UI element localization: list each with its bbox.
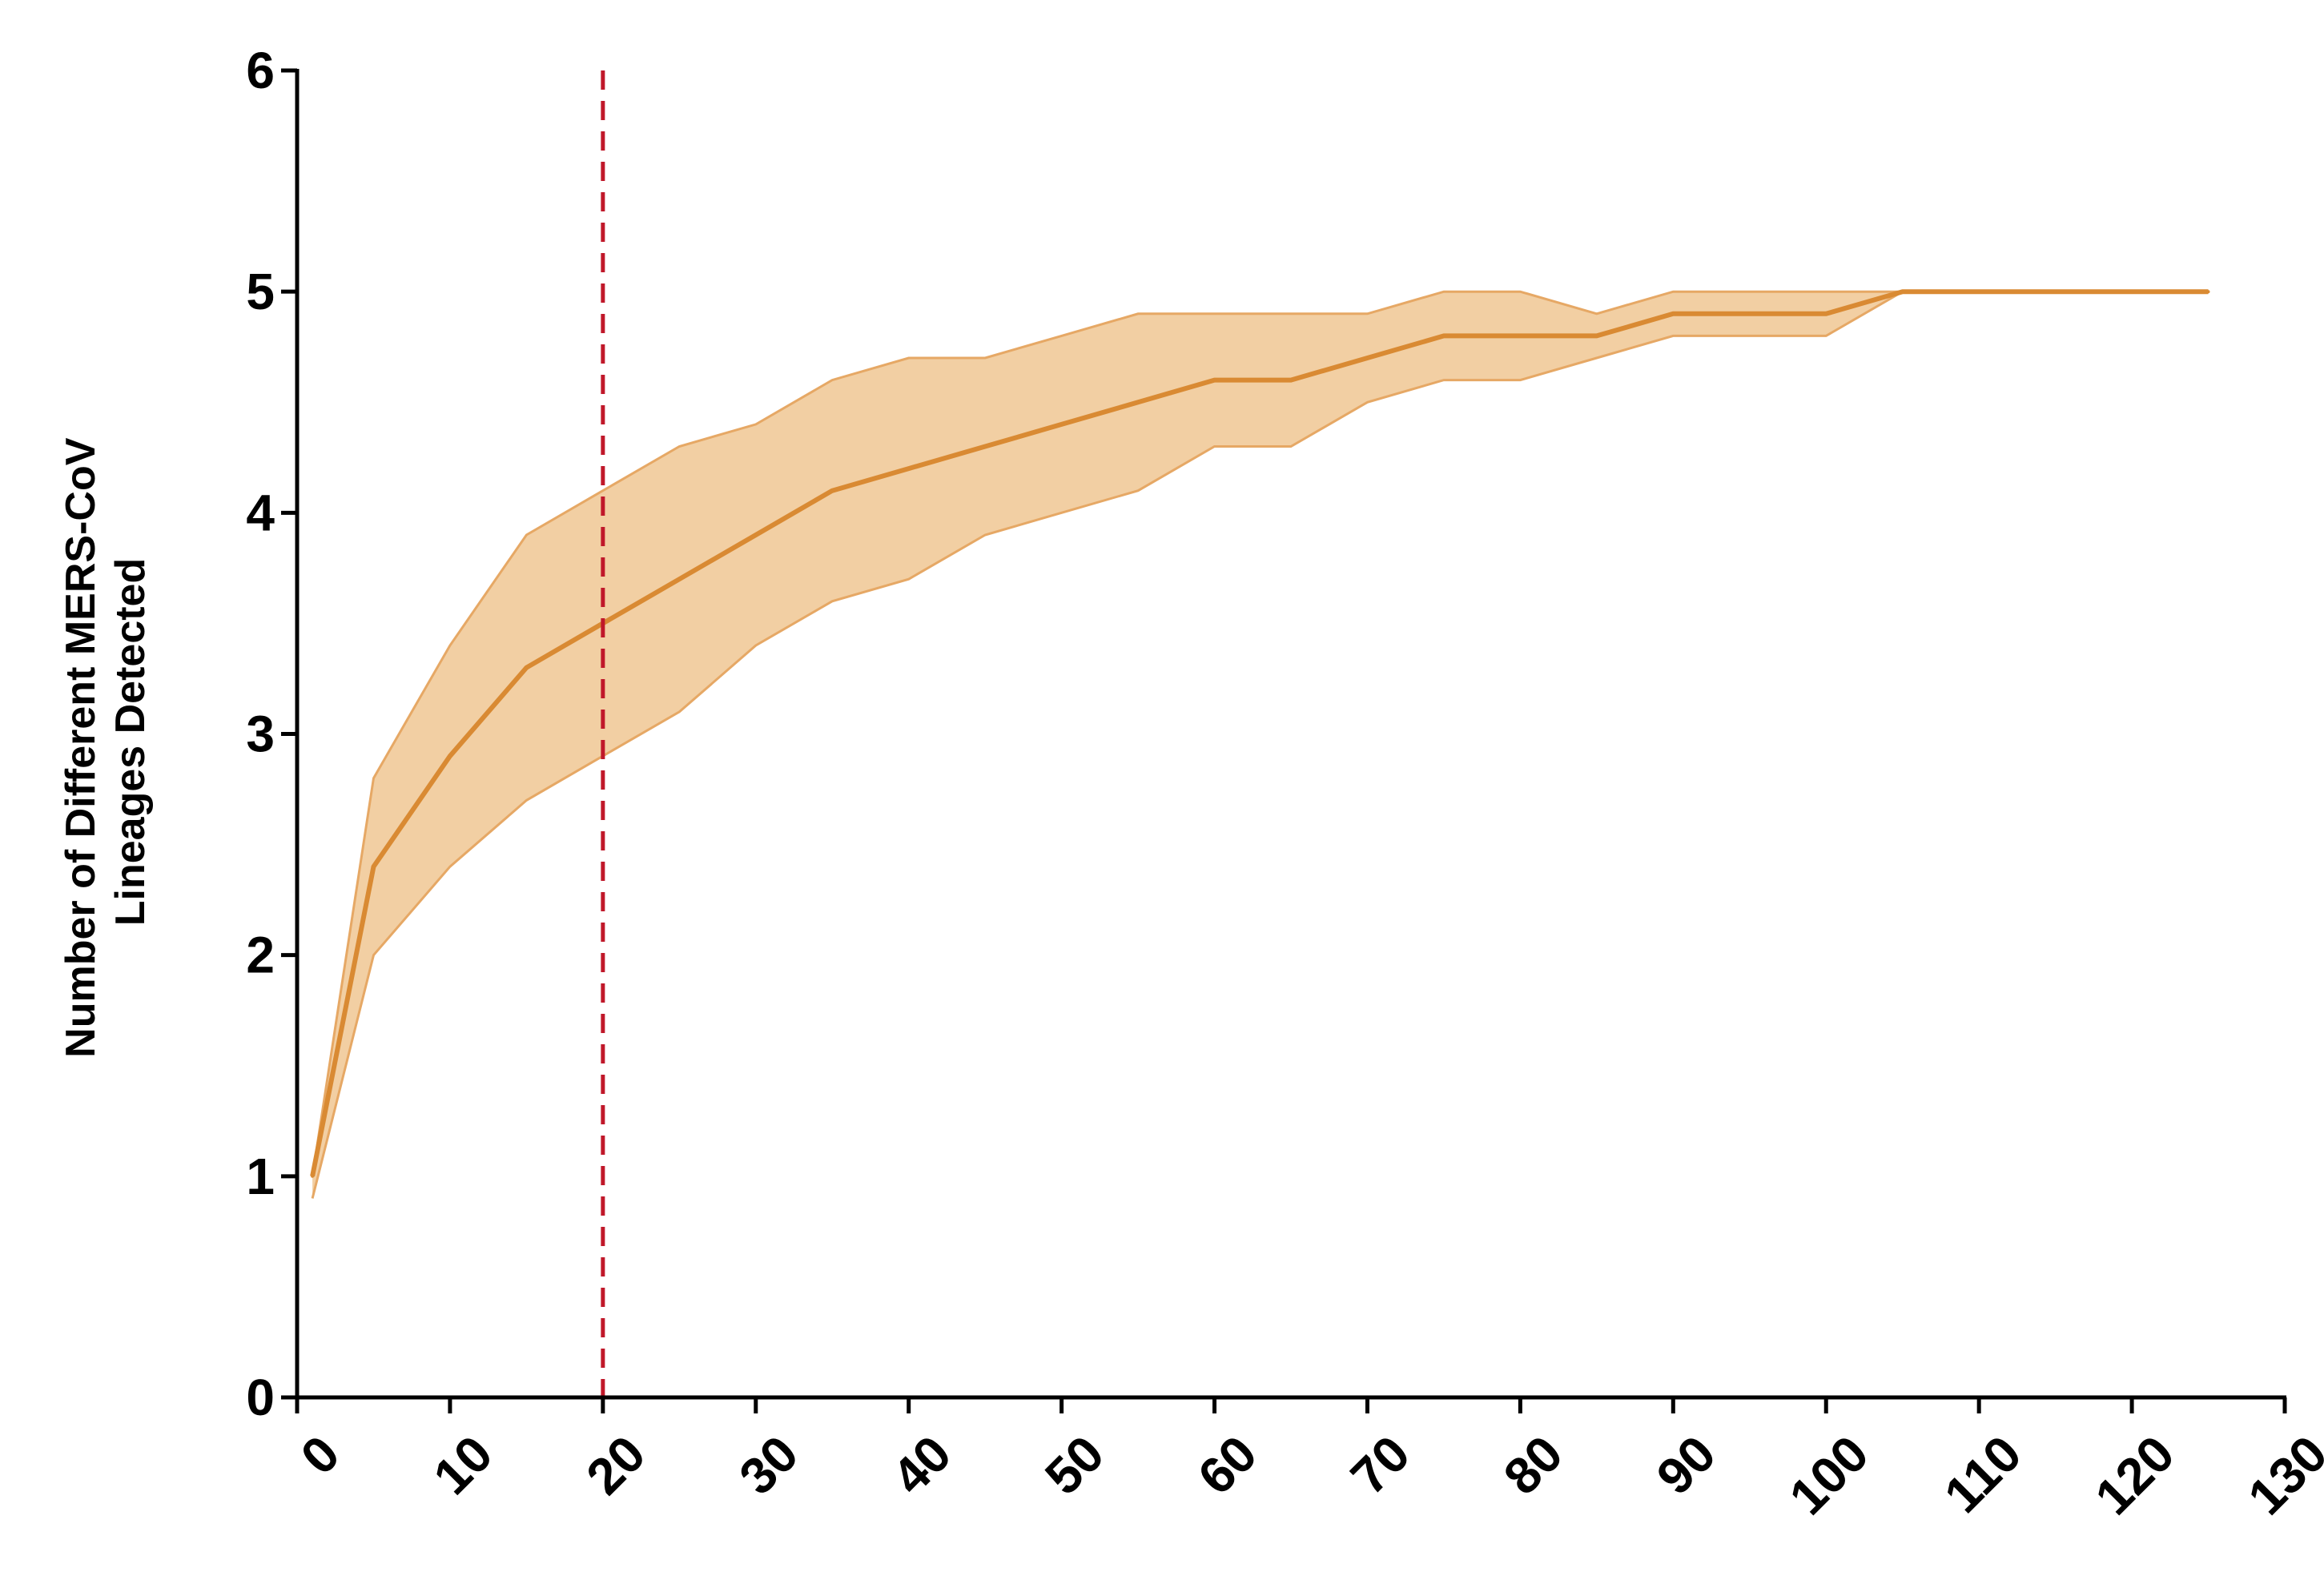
- x-tick-label: 50: [1034, 1425, 1115, 1506]
- data-point: [1212, 378, 1216, 382]
- x-tick-label: 110: [1933, 1425, 2032, 1524]
- x-tick-label: 40: [881, 1425, 962, 1506]
- data-point: [1747, 312, 1751, 316]
- data-point: [907, 467, 911, 471]
- data-point: [1977, 290, 1981, 294]
- data-point: [1824, 312, 1828, 316]
- data-point: [1594, 334, 1598, 338]
- x-tick-label: 80: [1493, 1425, 1574, 1506]
- y-tick-label: 6: [246, 42, 275, 99]
- data-point: [1441, 334, 1445, 338]
- x-tick-label: 130: [2237, 1425, 2324, 1526]
- data-point: [1900, 290, 1904, 294]
- data-point: [2053, 290, 2057, 294]
- x-tick-label: 30: [728, 1425, 809, 1506]
- upper-bound-line: [311, 290, 2209, 1177]
- data-point: [1518, 334, 1522, 338]
- data-point: [983, 444, 987, 448]
- data-point: [1059, 422, 1063, 426]
- data-point: [372, 865, 376, 869]
- y-tick-label: 0: [246, 1369, 275, 1426]
- data-point: [754, 533, 758, 537]
- x-tick-label: 70: [1340, 1425, 1421, 1506]
- data-point: [311, 1174, 315, 1178]
- y-tick-label: 2: [246, 927, 275, 984]
- data-point: [677, 577, 682, 581]
- y-axis-title-line-2: Lineages Detected: [107, 558, 154, 927]
- x-tick-label: 20: [575, 1425, 656, 1506]
- data-point: [830, 488, 834, 492]
- data-point: [2206, 290, 2210, 294]
- plot-area: [310, 70, 2210, 1397]
- data-point: [2130, 290, 2134, 294]
- data-point: [525, 665, 529, 669]
- x-tick-label: 0: [290, 1425, 351, 1486]
- x-tick-label: 120: [2084, 1425, 2185, 1526]
- lower-bound-line: [311, 290, 2209, 1199]
- y-tick-label: 4: [246, 484, 275, 541]
- confidence-band: [312, 291, 2209, 1199]
- data-point: [1365, 356, 1369, 360]
- y-axis-title-line-1: Number of Different MERS-CoV: [58, 437, 104, 1058]
- y-tick-label: 5: [246, 263, 275, 320]
- y-tick-label: 3: [246, 706, 275, 763]
- mean-line: [310, 289, 2209, 1177]
- data-point: [448, 754, 452, 758]
- y-tick-label: 1: [246, 1148, 275, 1205]
- x-tick-label: 90: [1646, 1425, 1727, 1506]
- y-axis-title: Number of Different MERS-CoV Lineages De…: [58, 426, 154, 1058]
- x-tick-label: 60: [1187, 1425, 1268, 1506]
- x-tick-label: 10: [422, 1425, 503, 1506]
- data-point: [1289, 378, 1293, 382]
- x-tick-label: 100: [1779, 1425, 1880, 1526]
- data-point: [1136, 400, 1140, 404]
- data-point: [1671, 312, 1675, 316]
